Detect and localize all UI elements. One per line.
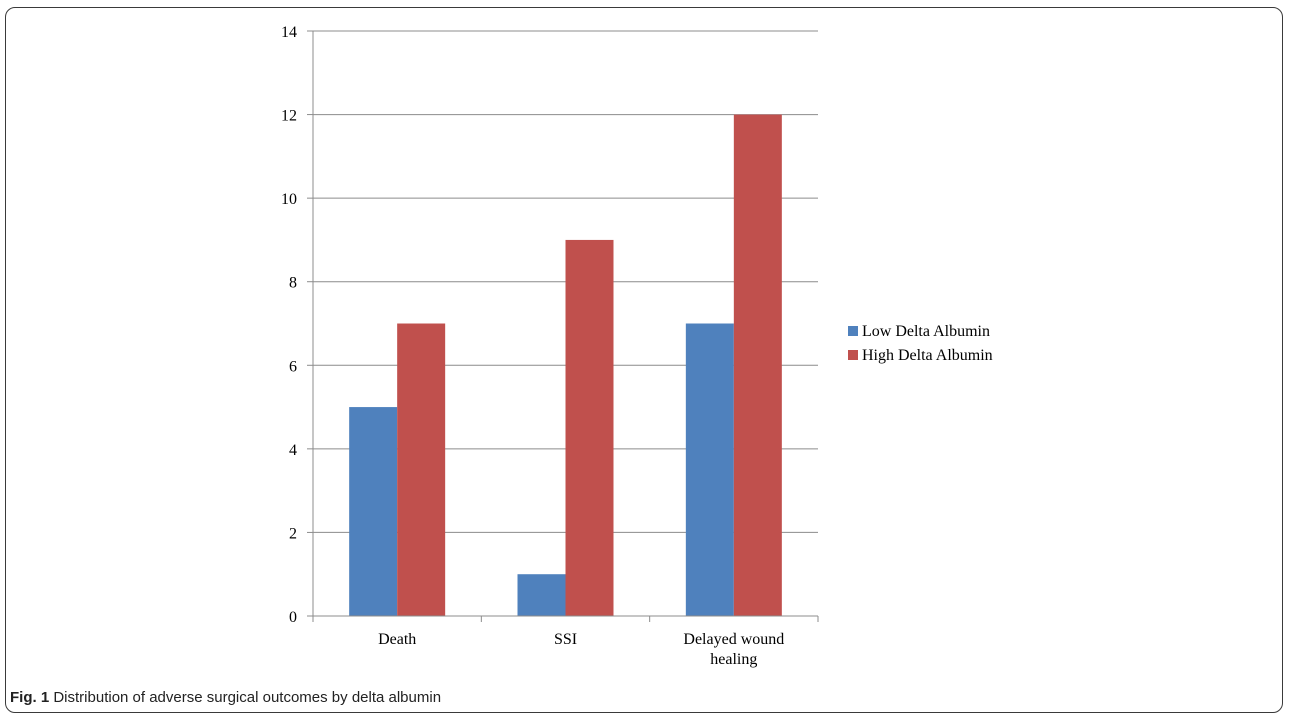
x-tick-label-line: SSI (554, 631, 577, 648)
figure-caption: Fig. 1 Distribution of adverse surgical … (10, 689, 441, 706)
bar-low-3 (685, 323, 734, 616)
figure-caption-text: Distribution of adverse surgical outcome… (53, 689, 442, 706)
x-tick-label-line: Delayed wound (683, 631, 784, 648)
bars (349, 114, 782, 617)
legend-swatch (848, 350, 858, 360)
legend-label: High Delta Albumin (862, 347, 993, 364)
legend-label: Low Delta Albumin (862, 323, 990, 340)
y-tick-label: 2 (289, 525, 297, 542)
bar-high-1 (397, 323, 446, 616)
y-tick-label: 12 (281, 108, 297, 125)
bar-high-2 (565, 239, 614, 616)
x-tick-label-line: healing (710, 651, 757, 668)
y-tick-label: 4 (289, 442, 297, 459)
bar-low-2 (517, 574, 566, 616)
legend-swatch (848, 326, 858, 336)
legend: Low Delta Albumin High Delta Albumin (848, 323, 993, 364)
x-tick-label: Delayed wound healing (683, 631, 784, 668)
x-tick-labels: Death SSI Delayed wound healing (378, 631, 784, 668)
y-tick-labels: 0 2 4 6 8 10 12 14 (281, 24, 297, 626)
x-tick-label: Death (378, 631, 416, 648)
figure-label: Fig. 1 (10, 689, 50, 706)
y-tick-label: 14 (281, 24, 297, 41)
bar-low-1 (349, 407, 398, 616)
y-tick-label: 10 (281, 191, 297, 208)
y-tick-label: 6 (289, 358, 297, 375)
figure-frame (5, 7, 1283, 713)
y-tick-label: 0 (289, 609, 297, 626)
axes (307, 30, 819, 622)
x-tick-label: SSI (554, 631, 577, 648)
x-tick-label-line: Death (378, 631, 416, 648)
y-tick-label: 8 (289, 275, 297, 292)
bar-high-3 (733, 114, 782, 617)
